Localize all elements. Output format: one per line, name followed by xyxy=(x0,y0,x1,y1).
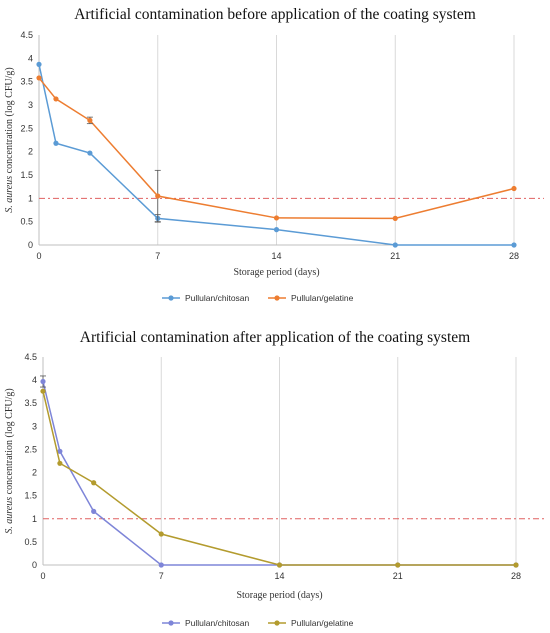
y-tick-label: 2.5 xyxy=(24,444,37,454)
data-point xyxy=(87,150,93,156)
data-point xyxy=(155,193,161,199)
data-point xyxy=(395,562,401,568)
data-point xyxy=(392,242,398,248)
y-tick-label: 0.5 xyxy=(24,537,37,547)
chart-title: Artificial contamination after applicati… xyxy=(80,329,470,346)
y-tick-label: 3.5 xyxy=(20,77,33,87)
x-axis-label: Storage period (days) xyxy=(236,590,322,601)
data-point xyxy=(276,562,283,568)
data-point xyxy=(158,562,164,568)
y-axis-label-unit: concentration (log CFU/g) xyxy=(4,67,15,176)
legend-label: Pullulan/gelatine xyxy=(291,618,354,628)
chart-svg: Artificial contamination after applicati… xyxy=(4,329,546,628)
y-tick-label: 0 xyxy=(28,240,33,250)
y-tick-label: 4.5 xyxy=(24,352,37,362)
data-point xyxy=(158,531,164,537)
legend-marker xyxy=(274,620,280,626)
y-axis-label: S. aureus concentration (log CFU/g) xyxy=(4,388,15,533)
data-point xyxy=(53,96,59,102)
chart-after-coating: Artificial contamination after applicati… xyxy=(0,320,550,633)
data-point xyxy=(511,185,517,192)
y-tick-label: 0 xyxy=(32,560,37,570)
chart-title: Artificial contamination before applicat… xyxy=(74,6,476,23)
data-point xyxy=(513,562,519,568)
x-tick-label: 7 xyxy=(159,571,164,581)
legend-marker xyxy=(168,620,174,626)
y-tick-label: 1.5 xyxy=(24,491,37,501)
x-tick-label: 28 xyxy=(511,571,521,581)
x-tick-label: 14 xyxy=(271,251,281,261)
y-tick-label: 3.5 xyxy=(24,398,37,408)
y-tick-label: 3 xyxy=(28,100,33,110)
data-point xyxy=(273,215,280,221)
y-tick-label: 1.5 xyxy=(20,170,33,180)
x-tick-label: 0 xyxy=(40,571,45,581)
legend-marker xyxy=(274,295,280,301)
y-tick-label: 4.5 xyxy=(20,30,33,40)
x-tick-label: 0 xyxy=(36,251,41,261)
data-point xyxy=(511,242,517,248)
y-axis-label-species: S. aureus xyxy=(4,497,15,534)
x-tick-label: 7 xyxy=(155,251,160,261)
x-tick-label: 14 xyxy=(274,571,284,581)
data-point xyxy=(57,448,63,454)
data-point xyxy=(91,480,97,486)
y-tick-label: 4 xyxy=(32,375,37,385)
data-point xyxy=(40,378,46,385)
data-point xyxy=(36,75,42,81)
y-tick-label: 1 xyxy=(28,193,33,203)
y-axis-label-species: S. aureus xyxy=(4,176,15,213)
data-point xyxy=(36,61,42,67)
y-tick-label: 3 xyxy=(32,421,37,431)
legend-label: Pullulan/chitosan xyxy=(185,293,250,303)
x-tick-label: 21 xyxy=(393,571,403,581)
data-point xyxy=(273,227,280,233)
x-tick-label: 21 xyxy=(390,251,400,261)
y-tick-label: 0.5 xyxy=(20,217,33,227)
data-point xyxy=(91,508,97,514)
chart-before-coating: Artificial contamination before applicat… xyxy=(0,0,550,312)
y-axis-label-unit: concentration (log CFU/g) xyxy=(4,388,15,497)
legend-label: Pullulan/gelatine xyxy=(291,293,354,303)
legend-label: Pullulan/chitosan xyxy=(185,618,250,628)
chart-svg: Artificial contamination before applicat… xyxy=(4,6,544,303)
data-point xyxy=(87,117,93,123)
y-axis-label: S. aureus concentration (log CFU/g) xyxy=(4,67,15,212)
data-point xyxy=(40,388,46,394)
x-tick-label: 28 xyxy=(509,251,519,261)
y-tick-label: 1 xyxy=(32,514,37,524)
legend-marker xyxy=(168,295,174,301)
data-point xyxy=(57,460,63,466)
data-point xyxy=(392,215,398,221)
y-tick-label: 4 xyxy=(28,53,33,63)
x-axis-label: Storage period (days) xyxy=(233,267,319,278)
y-tick-label: 2.5 xyxy=(20,123,33,133)
y-tick-label: 2 xyxy=(32,468,37,478)
data-point xyxy=(53,140,59,146)
y-tick-label: 2 xyxy=(28,147,33,157)
